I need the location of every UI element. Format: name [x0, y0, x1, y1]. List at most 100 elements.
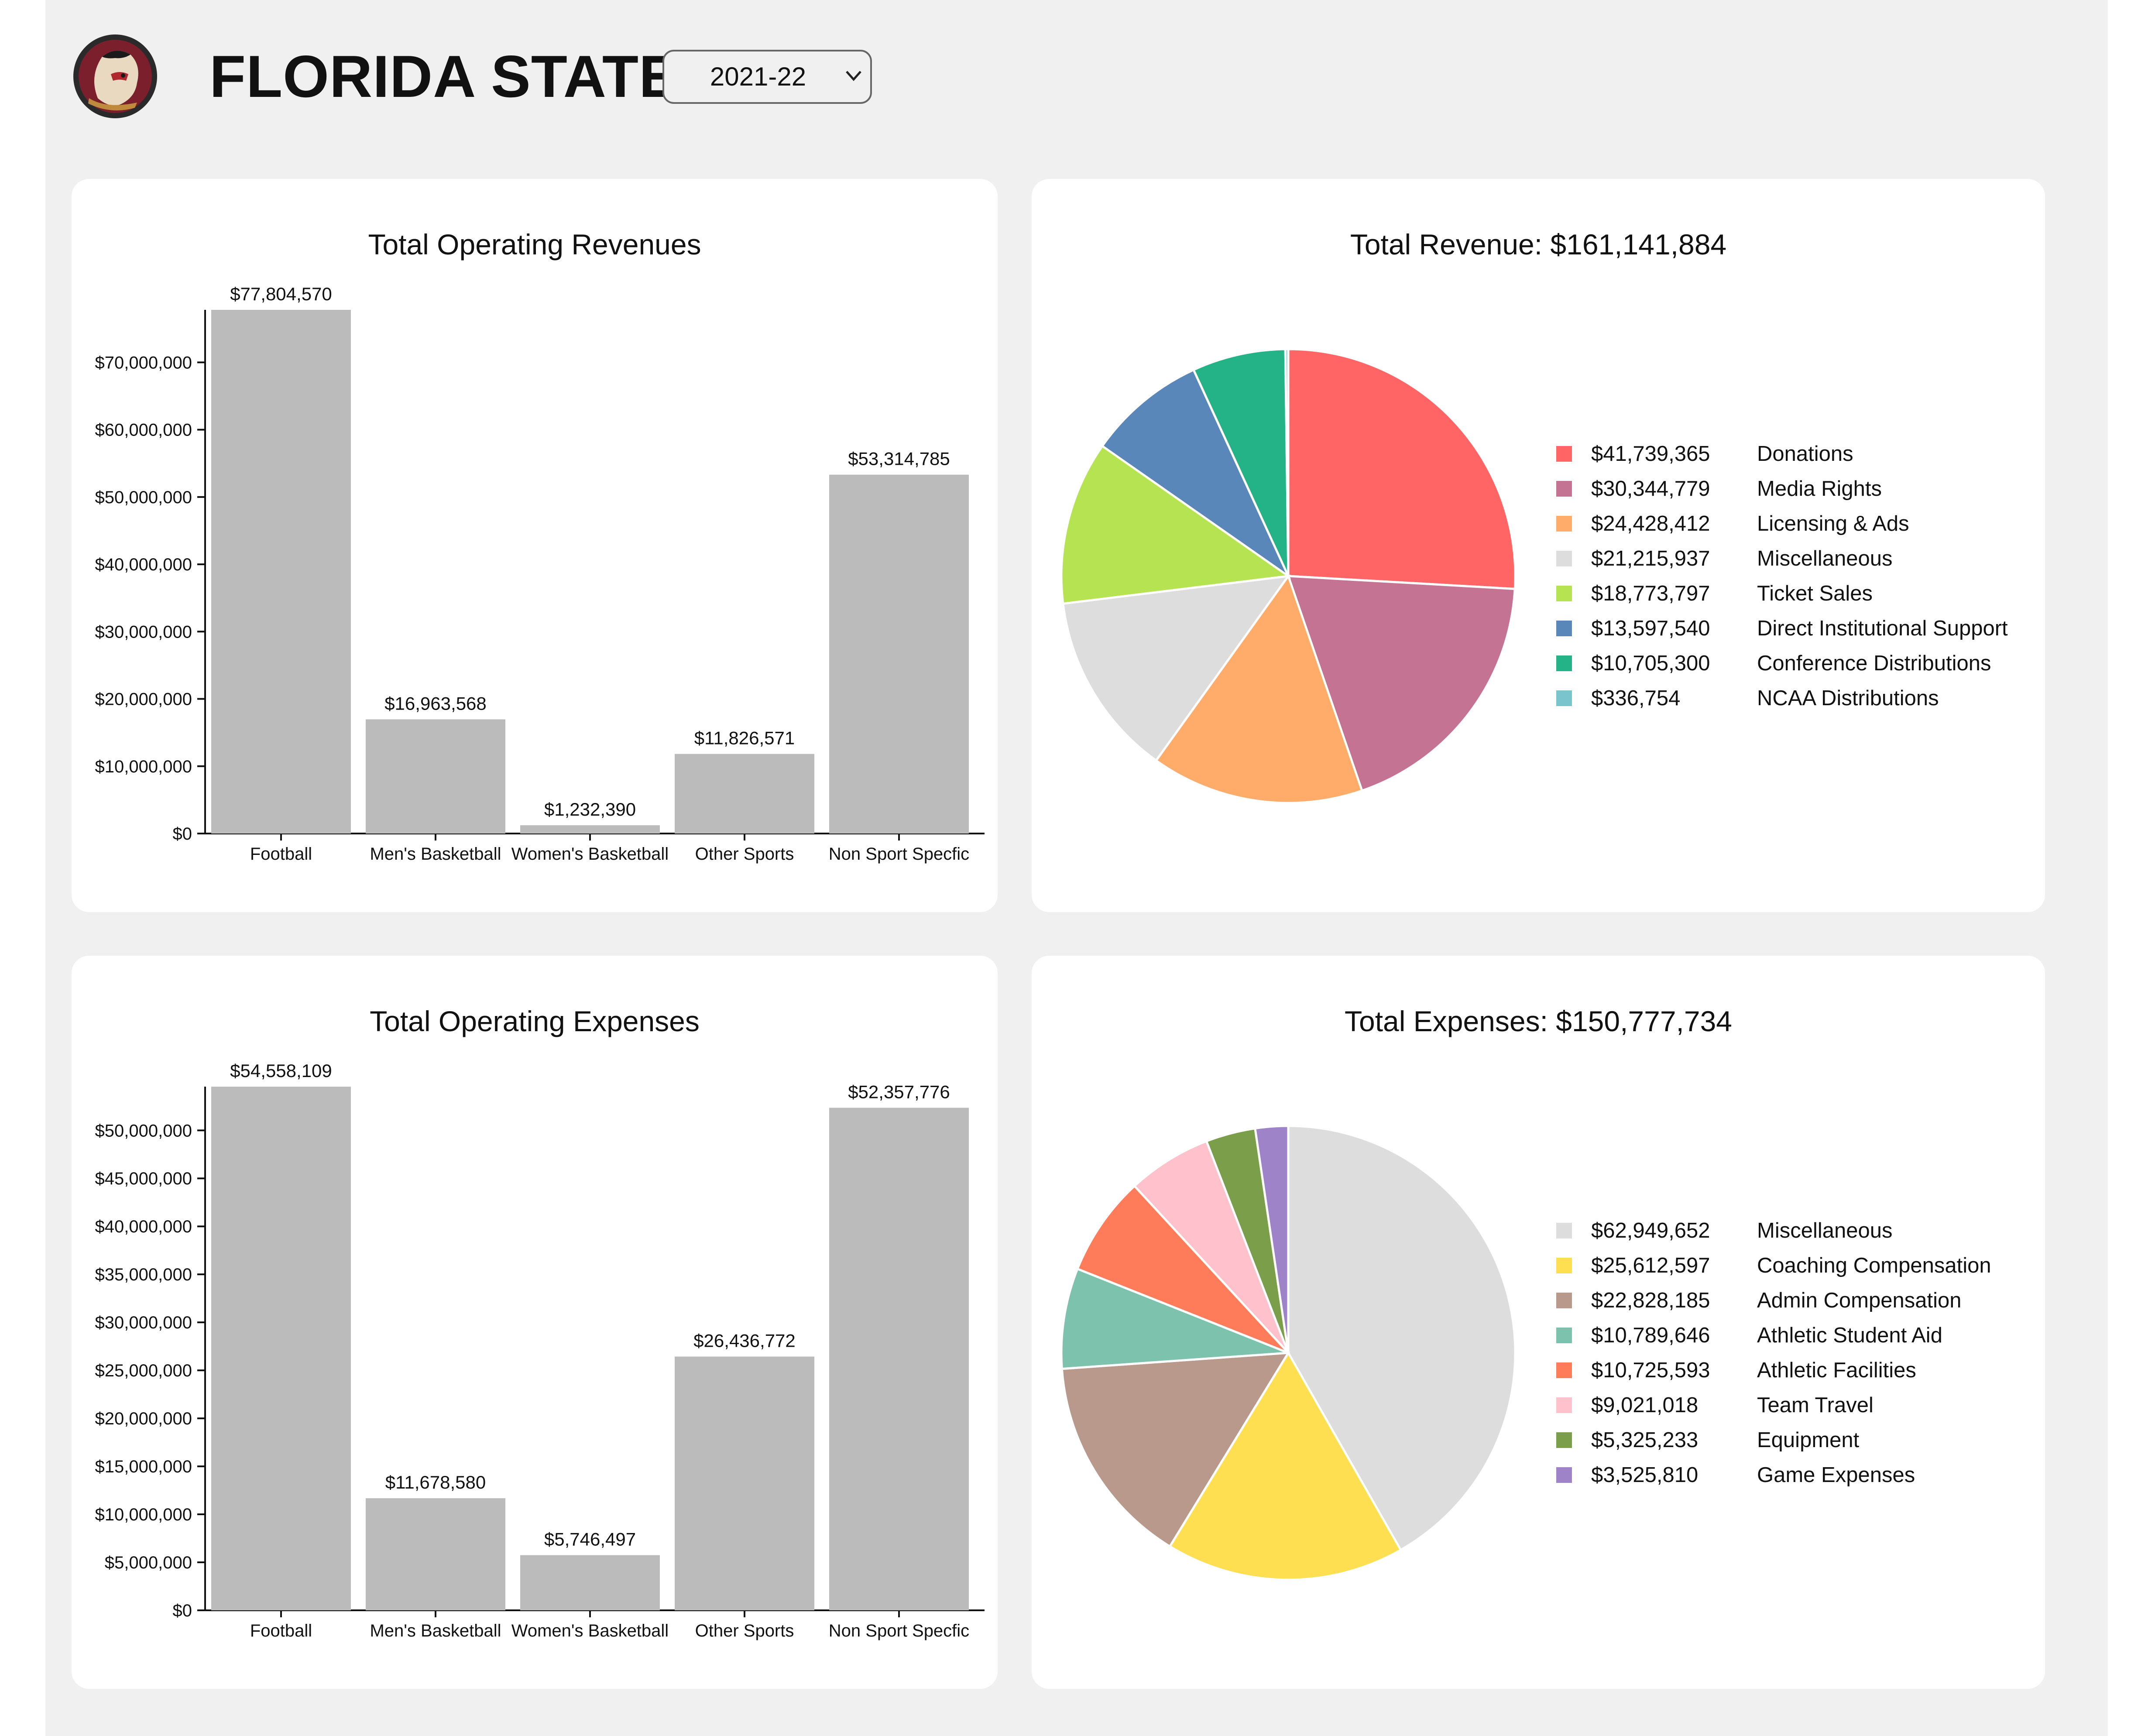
- revenue-pie-legend-swatch: [1556, 621, 1572, 636]
- revenue-pie-legend-label: NCAA Distributions: [1757, 686, 1939, 710]
- revenue-y-tick-label: $20,000,000: [95, 690, 192, 709]
- revenue-pie-legend-swatch: [1556, 551, 1572, 566]
- expense-y-tick-label: $5,000,000: [105, 1553, 192, 1572]
- expense-pie-legend-label: Admin Compensation: [1757, 1289, 1962, 1312]
- revenue-pie-legend-swatch: [1556, 655, 1572, 671]
- revenue-pie-legend-swatch: [1556, 690, 1572, 706]
- seminole-head-logo: [73, 34, 157, 118]
- revenue-pie-chart: [1060, 348, 1517, 804]
- expense-pie-legend-value: $5,325,233: [1591, 1428, 1698, 1452]
- expense-x-tick-label: Non Sport Specfic: [829, 1621, 969, 1640]
- season-select[interactable]: 2021-22: [662, 50, 872, 104]
- expense-pie-card: Total Expenses: $150,777,734 $62,949,652…: [1032, 956, 2045, 1689]
- revenue-pie-slice: [1101, 368, 1291, 580]
- revenue-pie-legend-value: $24,428,412: [1591, 512, 1710, 535]
- expense-pie-slice: [1060, 1352, 1290, 1548]
- revenue-y-tick-label: $70,000,000: [95, 353, 192, 372]
- revenue-pie-title: Total Revenue: $161,141,884: [1350, 228, 1727, 261]
- revenue-pie-legend-label: Direct Institutional Support: [1757, 617, 2008, 640]
- expense-y-tick-label: $30,000,000: [95, 1313, 192, 1332]
- revenue-bar: [829, 474, 969, 834]
- revenue-bar-title: Total Operating Revenues: [368, 228, 701, 261]
- revenue-pie-legend-label: Donations: [1757, 442, 1853, 466]
- expense-y-tick-label: $0: [173, 1601, 192, 1620]
- expense-bar: [675, 1356, 814, 1610]
- revenue-pie-slice: [1154, 573, 1364, 804]
- revenue-bar-chart: $0 $10,000,000 $20,000,000 $30,000,000 $40,0…: [95, 284, 985, 864]
- expense-pie-slice: [1133, 1139, 1290, 1354]
- revenue-x-tick-label: Women's Basketball: [511, 844, 669, 864]
- revenue-pie-slice: [1287, 575, 1516, 792]
- revenue-pie-card: Total Revenue: $161,141,884 $41,739,365 D…: [1032, 179, 2045, 912]
- revenue-bar-value-label: $53,314,785: [848, 449, 950, 469]
- revenue-pie-legend-swatch: [1556, 516, 1572, 532]
- expense-bar-card: Total Operating Expenses $0 $5,000,000 $10…: [72, 956, 998, 1689]
- expense-bar-value-label: $5,746,497: [544, 1529, 636, 1550]
- expense-y-tick-label: $10,000,000: [95, 1505, 192, 1524]
- expense-pie-legend-value: $3,525,810: [1591, 1463, 1698, 1487]
- expense-pie-legend-swatch: [1556, 1293, 1572, 1308]
- expense-x-tick-label: Football: [250, 1621, 312, 1640]
- expense-pie-legend-value: $25,612,597: [1591, 1254, 1710, 1277]
- expense-y-tick-label: $15,000,000: [95, 1457, 192, 1476]
- revenue-x-tick-label: Football: [250, 844, 312, 864]
- expense-bar-title: Total Operating Expenses: [370, 1005, 700, 1037]
- revenue-y-tick-label: $10,000,000: [95, 757, 192, 776]
- expense-pie-legend-swatch: [1556, 1467, 1572, 1483]
- revenue-bar-value-label: $77,804,570: [230, 284, 332, 304]
- revenue-pie-legend-swatch: [1556, 446, 1572, 462]
- expense-y-tick-label: $50,000,000: [95, 1121, 192, 1140]
- revenue-bar: [520, 825, 660, 834]
- revenue-bar-value-label: $11,826,571: [694, 728, 795, 748]
- dashboard: FLORIDA STATE 2021-22 Total Operating Re…: [45, 0, 2108, 1736]
- revenue-pie-legend-label: Licensing & Ads: [1757, 512, 1909, 535]
- revenue-pie-legend-label: Miscellaneous: [1757, 547, 1893, 570]
- expense-pie-slice: [1254, 1125, 1290, 1353]
- expense-y-tick-label: $40,000,000: [95, 1217, 192, 1236]
- revenue-y-tick-label: $50,000,000: [95, 488, 192, 507]
- revenue-y-tick-label: $40,000,000: [95, 555, 192, 574]
- revenue-pie-legend-swatch: [1556, 481, 1572, 497]
- expense-bar-value-label: $54,558,109: [230, 1060, 332, 1081]
- expense-bar: [520, 1555, 660, 1610]
- expense-bar-value-label: $52,357,776: [848, 1081, 950, 1102]
- expense-bar-chart: $0 $5,000,000 $10,000,000 $15,000,000 $20,00…: [95, 1060, 985, 1640]
- page-title: FLORIDA STATE: [209, 43, 679, 110]
- revenue-axes: $0 $10,000,000 $20,000,000 $30,000,000 $40,0…: [95, 310, 985, 844]
- expense-pie-legend-swatch: [1556, 1362, 1572, 1378]
- revenue-pie-slice: [1284, 348, 1290, 576]
- revenue-bar: [211, 310, 351, 834]
- revenue-x-tick-label: Other Sports: [695, 844, 794, 864]
- expense-pie-legend-swatch: [1556, 1223, 1572, 1239]
- revenue-pie-legend-label: Conference Distributions: [1757, 652, 1991, 675]
- expense-x-tick-label: Other Sports: [695, 1621, 794, 1640]
- expense-pie-legend-label: Team Travel: [1757, 1393, 1873, 1417]
- revenue-pie-slice: [1287, 348, 1517, 590]
- expense-pie-slice: [1287, 1125, 1517, 1552]
- revenue-bar: [675, 754, 814, 834]
- revenue-pie-legend-value: $18,773,797: [1591, 582, 1710, 605]
- expense-pie-title: Total Expenses: $150,777,734: [1344, 1005, 1732, 1037]
- expense-bar: [211, 1087, 351, 1610]
- expense-x-tick-label: Women's Basketball: [511, 1621, 669, 1640]
- expense-bar: [829, 1108, 969, 1610]
- expense-pie-legend-swatch: [1556, 1397, 1572, 1413]
- expense-pie-slice: [1060, 1267, 1289, 1370]
- revenue-pie-legend-value: $21,215,937: [1591, 547, 1710, 570]
- expense-y-tick-label: $20,000,000: [95, 1409, 192, 1428]
- expense-bar: [366, 1498, 505, 1610]
- expense-pie-legend-value: $10,789,646: [1591, 1324, 1710, 1347]
- revenue-y-tick-label: $0: [173, 824, 192, 844]
- expense-pie-legend-label: Equipment: [1757, 1428, 1860, 1452]
- revenue-pie-legend-swatch: [1556, 586, 1572, 601]
- expense-pie-legend-value: $10,725,593: [1591, 1359, 1710, 1382]
- revenue-y-tick-label: $30,000,000: [95, 622, 192, 642]
- revenue-bar: [366, 719, 505, 834]
- expense-pie-legend-swatch: [1556, 1258, 1572, 1273]
- expense-pie-legend-value: $22,828,185: [1591, 1289, 1710, 1312]
- revenue-pie-legend-value: $336,754: [1591, 686, 1681, 710]
- revenue-pie-legend-value: $30,344,779: [1591, 477, 1710, 501]
- expense-y-tick-label: $45,000,000: [95, 1169, 192, 1188]
- expense-y-tick-label: $35,000,000: [95, 1265, 192, 1284]
- expense-y-tick-label: $25,000,000: [95, 1361, 192, 1380]
